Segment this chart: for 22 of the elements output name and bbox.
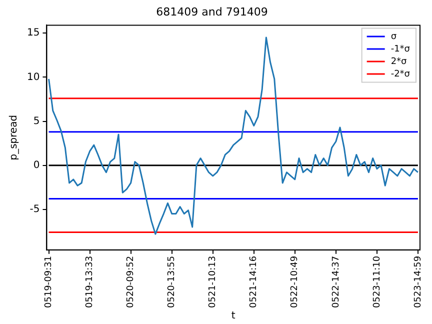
legend-label: -1*σ <box>390 44 410 54</box>
y-tick-label: -5 <box>30 204 40 215</box>
x-tick-label: 0522-14:37 <box>331 256 342 308</box>
chart-title: 681409 and 791409 <box>156 5 268 18</box>
x-tick-label: 0521-10:13 <box>208 256 218 308</box>
x-tick-label: 0523-11:10 <box>372 256 382 308</box>
x-tick-label: 0519-09:31 <box>44 256 54 308</box>
y-tick-label: 0 <box>33 160 40 171</box>
legend-label: σ <box>390 32 397 42</box>
x-tick-label: 0521-14:16 <box>249 256 260 308</box>
y-axis-title: p_spread <box>8 114 20 160</box>
x-tick-label: 0520-13:55 <box>167 256 178 308</box>
y-tick-label: 10 <box>26 72 40 83</box>
legend-label: 2*σ <box>390 56 408 67</box>
legend-label: -2*σ <box>390 69 410 80</box>
x-tick-label: 0522-10:49 <box>290 256 300 308</box>
x-tick-label: 0520-09:52 <box>126 256 136 308</box>
y-tick-label: 5 <box>33 116 40 127</box>
x-axis-title: t <box>231 310 236 322</box>
y-tick-label: 15 <box>26 28 40 39</box>
x-tick-label: 0523-14:59 <box>413 256 424 308</box>
x-tick-label: 0519-13:33 <box>85 256 96 308</box>
